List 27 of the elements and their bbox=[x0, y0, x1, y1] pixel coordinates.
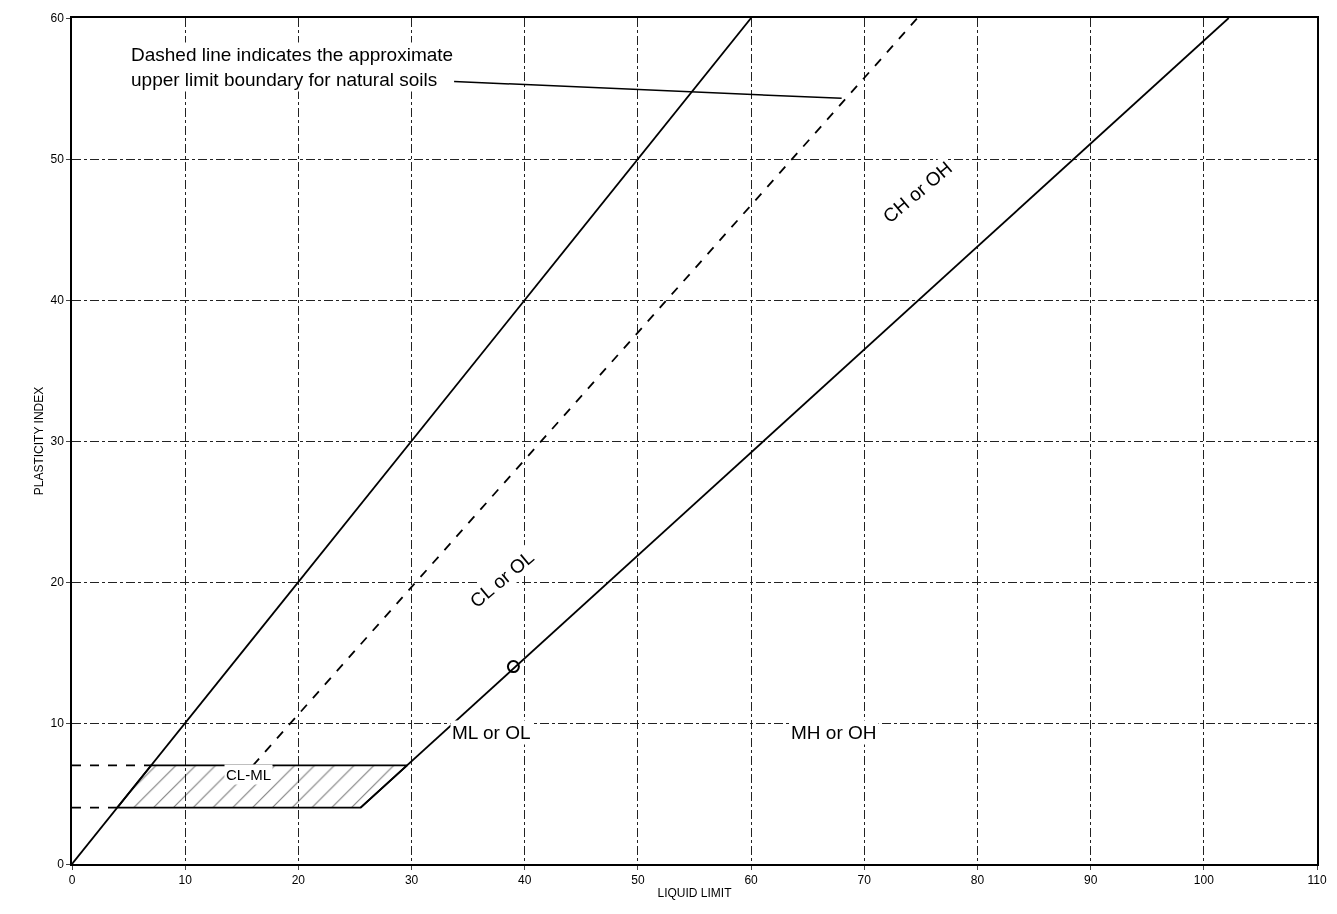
x-tick-label: 110 bbox=[1307, 873, 1327, 888]
x-tick-label: 20 bbox=[291, 873, 306, 888]
x-tick-label: 10 bbox=[178, 873, 193, 888]
x-tick-label: 40 bbox=[518, 873, 532, 888]
x-tick-label: 30 bbox=[404, 873, 419, 888]
x-tick-label: 0 bbox=[68, 873, 76, 888]
x-axis-title: LIQUID LIMIT bbox=[657, 885, 733, 900]
y-tick-label: 0 bbox=[57, 857, 65, 872]
x-tick-label: 70 bbox=[857, 873, 872, 888]
annotation: CL-ML bbox=[226, 766, 272, 783]
y-tick-label: 50 bbox=[50, 152, 65, 167]
x-tick-label: 80 bbox=[970, 873, 985, 888]
annotation: ML or OL bbox=[452, 722, 531, 743]
y-axis-title: PLASTICITY INDEX bbox=[32, 386, 47, 496]
y-tick-label: 10 bbox=[50, 716, 65, 731]
y-tick-label: 20 bbox=[50, 575, 65, 590]
annotation: Dashed line indicates the approximate upper limit boundary for natural soils bbox=[131, 44, 454, 90]
y-tick-label: 40 bbox=[50, 293, 65, 308]
annotation: CL or OL bbox=[465, 546, 538, 612]
y-tick-label: 60 bbox=[50, 11, 65, 26]
x-tick-label: 100 bbox=[1193, 873, 1215, 888]
y-tick-label: 30 bbox=[50, 434, 65, 449]
annotation: MH or OH bbox=[791, 722, 877, 743]
annotation: CH or OH bbox=[878, 157, 957, 227]
x-tick-label: 60 bbox=[744, 873, 759, 888]
x-tick-label: 90 bbox=[1083, 873, 1098, 888]
x-tick-label: 50 bbox=[631, 873, 645, 888]
